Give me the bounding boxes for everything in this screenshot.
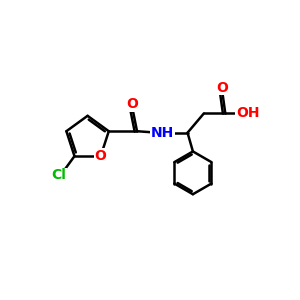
Text: NH: NH bbox=[151, 126, 174, 140]
Text: Cl: Cl bbox=[52, 168, 67, 182]
Text: O: O bbox=[216, 80, 228, 94]
Text: OH: OH bbox=[236, 106, 259, 120]
Text: O: O bbox=[127, 98, 139, 112]
Text: O: O bbox=[95, 149, 106, 163]
